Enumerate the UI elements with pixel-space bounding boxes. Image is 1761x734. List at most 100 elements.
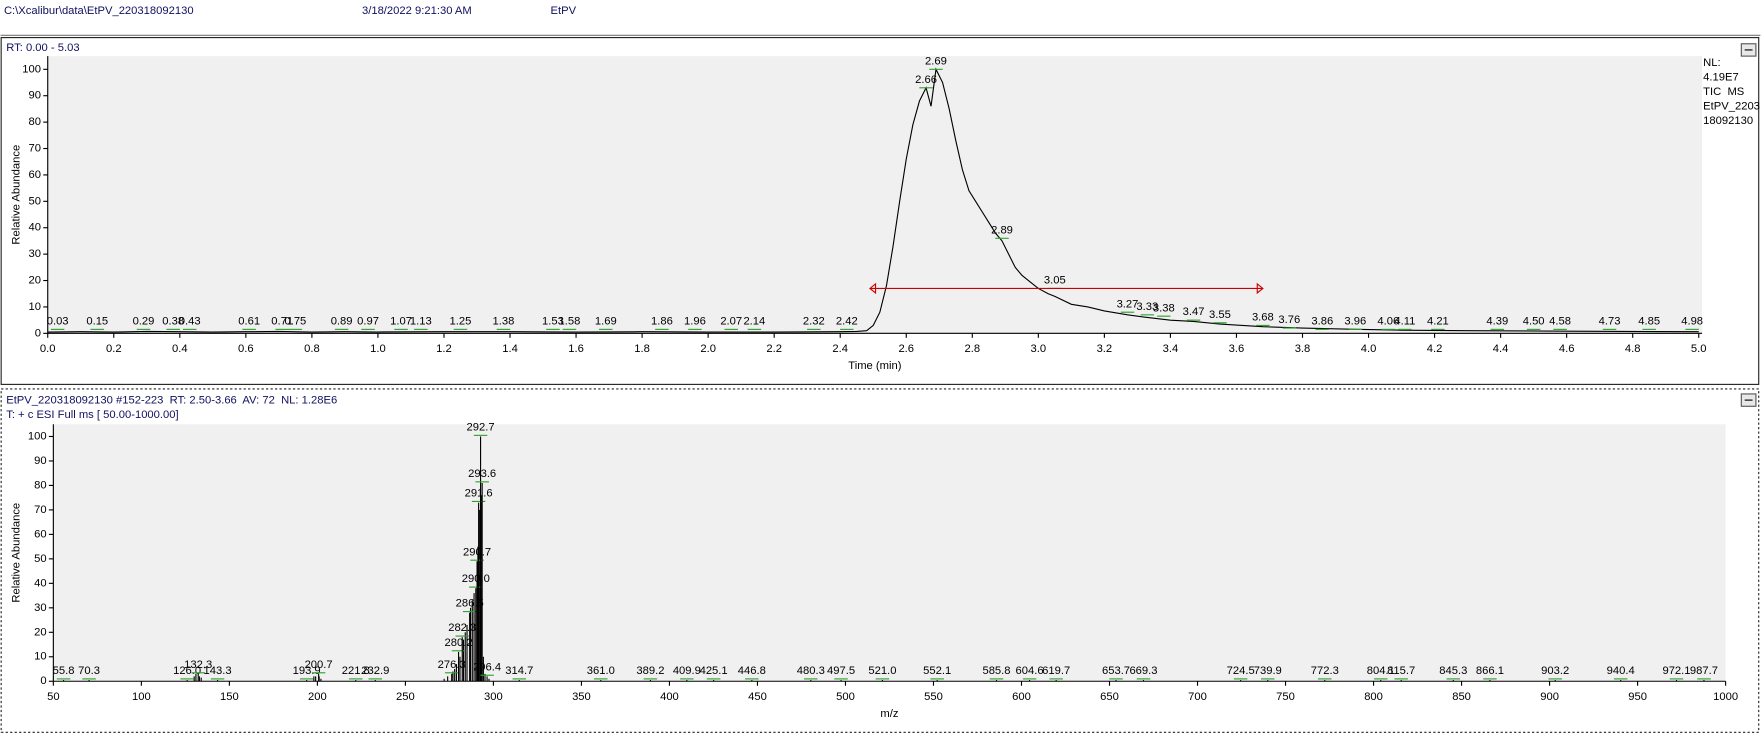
peak-label: 389.2 [636, 665, 664, 677]
peak-label: 0.29 [133, 315, 155, 327]
peak-label: 0.61 [238, 315, 260, 327]
x-tick-label: 3.0 [1031, 343, 1047, 355]
y-tick-label: 40 [29, 222, 41, 234]
peak-label: 291.6 [465, 488, 493, 500]
peak-label: 604.6 [1016, 665, 1044, 677]
x-tick-label: 0.8 [304, 343, 320, 355]
peak-label: 2.69 [925, 55, 947, 67]
peak-label: 815.7 [1387, 665, 1415, 677]
peak-label: 1.07 [390, 315, 412, 327]
range-end [869, 282, 877, 295]
x-tick-label: 0.4 [172, 343, 188, 355]
peak-label: 280.2 [445, 637, 473, 649]
peak-label: 70.3 [78, 665, 100, 677]
peak-label: 446.8 [738, 665, 766, 677]
info-label: NL: [1703, 57, 1720, 69]
x-tick-label: 1.2 [436, 343, 452, 355]
x-tick-label: 3.4 [1163, 343, 1179, 355]
peak-label: 0.15 [86, 315, 108, 327]
y-tick-label: 60 [34, 528, 46, 540]
peak-label: 772.3 [1311, 665, 1339, 677]
x-tick-label: 4.2 [1427, 343, 1443, 355]
peak-label: 276.3 [438, 659, 466, 671]
x-tick-label: 0.6 [238, 343, 254, 355]
peak-label: 1.53 [542, 315, 564, 327]
peak-label: 193.9 [293, 665, 321, 677]
pin-icon[interactable] [1740, 393, 1757, 407]
peak-label: 2.66 [915, 74, 937, 86]
panel-frame [0, 37, 1760, 385]
x-tick-label: 3.6 [1229, 343, 1245, 355]
x-tick-label: 600 [1012, 691, 1031, 703]
y-axis-label: Relative Abundance [10, 145, 22, 245]
y-tick-label: 10 [29, 301, 41, 313]
x-tick-label: 2.4 [832, 343, 848, 355]
y-tick-label: 70 [29, 142, 41, 154]
x-tick-label: 300 [484, 691, 503, 703]
x-tick-label: 100 [132, 691, 151, 703]
y-tick-label: 40 [34, 577, 46, 589]
x-axis-label: m/z [880, 708, 898, 720]
y-tick-label: 60 [29, 169, 41, 181]
plot-area [53, 424, 1726, 682]
peak-label: 4.73 [1599, 315, 1621, 327]
peak-label: 55.8 [53, 665, 75, 677]
peak-label: 0.38 [162, 315, 184, 327]
peak-label: 804.1 [1367, 665, 1395, 677]
peak-label: 293.6 [468, 468, 496, 480]
y-tick-label: 20 [34, 626, 46, 638]
x-tick-label: 450 [748, 691, 767, 703]
peak-label: 2.42 [836, 315, 858, 327]
peak-label: 0.89 [331, 315, 353, 327]
peak-label: 724.5 [1227, 665, 1255, 677]
x-tick-label: 750 [1276, 691, 1295, 703]
peak-label: 4.11 [1394, 315, 1415, 327]
peak-label: 314.7 [505, 665, 533, 677]
x-tick-label: 1000 [1713, 691, 1738, 703]
peak-label: 552.1 [923, 665, 951, 677]
peak-label: 1.96 [684, 315, 706, 327]
y-tick-label: 30 [29, 248, 41, 260]
peak-label: 2.89 [991, 224, 1013, 236]
y-tick-label: 10 [34, 651, 46, 663]
x-tick-label: 850 [1452, 691, 1471, 703]
peak-label: 3.76 [1278, 314, 1300, 326]
peak-label: 132.3 [184, 659, 212, 671]
peak-label: 585.8 [982, 665, 1010, 677]
peak-label: 3.68 [1252, 312, 1274, 324]
x-tick-label: 4.4 [1493, 343, 1509, 355]
range-end [1256, 282, 1264, 295]
y-tick-label: 50 [34, 553, 46, 565]
y-tick-label: 100 [22, 63, 41, 75]
x-tick-label: 2.0 [700, 343, 716, 355]
peak-label: 1.58 [559, 315, 581, 327]
peak-label: 4.98 [1681, 315, 1703, 327]
y-tick-label: 70 [34, 504, 46, 516]
peak-label: 296.4 [473, 661, 501, 673]
x-tick-label: 5.0 [1691, 343, 1707, 355]
x-tick-label: 700 [1188, 691, 1207, 703]
peak-label: 0.71 [271, 315, 293, 327]
peak-label: 143.3 [204, 665, 232, 677]
peak-label: 1.69 [595, 315, 617, 327]
peak-label: 739.9 [1254, 665, 1282, 677]
x-tick-label: 0.0 [40, 343, 56, 355]
x-tick-label: 550 [924, 691, 943, 703]
peak-label: 4.21 [1427, 315, 1449, 327]
peak-label: 361.0 [587, 665, 615, 677]
peak-label: 987.7 [1690, 665, 1718, 677]
peak-label: 282.3 [448, 622, 476, 634]
peak-label: 290.7 [463, 546, 491, 558]
y-tick-label: 0 [40, 675, 46, 687]
peak-label: 292.7 [467, 421, 495, 433]
peak-label: 3.27 [1117, 298, 1139, 310]
pin-icon[interactable] [1740, 43, 1757, 57]
peak-label: 619.7 [1042, 665, 1070, 677]
peak-label: 286.5 [456, 598, 484, 610]
peak-label: 290.0 [462, 573, 490, 585]
sample-name: EtPV [551, 5, 577, 17]
x-tick-label: 4.6 [1559, 343, 1575, 355]
peak-label: 3.33 [1136, 301, 1158, 313]
y-tick-label: 50 [29, 195, 41, 207]
peak-label: 4.85 [1638, 315, 1660, 327]
